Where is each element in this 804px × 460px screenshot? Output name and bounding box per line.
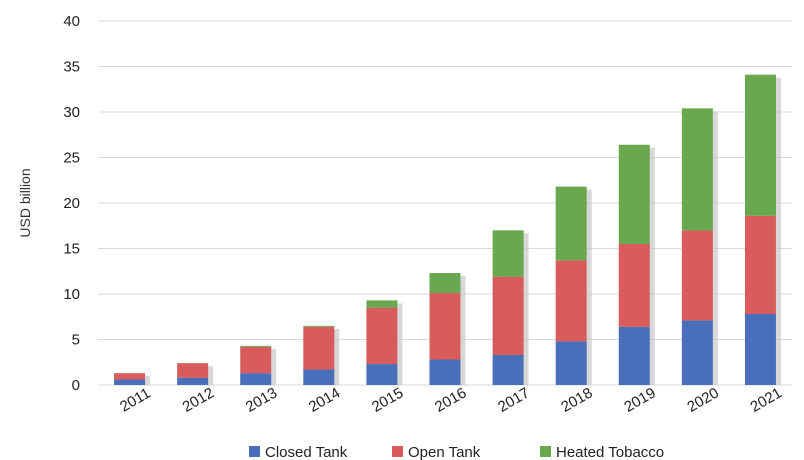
bar-heated-tobacco-2014 xyxy=(303,325,335,327)
x-tick-label: 2013 xyxy=(243,384,280,415)
x-axis-ticks: 2011 2012 2013 2014 2015 2016 2017 2018 2019 2020… xyxy=(117,384,785,415)
bar-closed-tank-2016 xyxy=(429,359,461,385)
x-tick-label: 2018 xyxy=(558,384,595,415)
gridlines xyxy=(98,20,792,386)
bar-closed-tank-2018 xyxy=(555,341,587,385)
bar-open-tank-2014 xyxy=(303,326,335,370)
bar-closed-tank-2021 xyxy=(744,314,776,385)
bar-open-tank-2017 xyxy=(492,276,524,355)
bar-closed-tank-2019 xyxy=(618,326,650,385)
x-tick-label: 2014 xyxy=(306,384,343,415)
legend-swatch-closed-tank xyxy=(249,446,260,457)
bar-closed-tank-2011 xyxy=(114,379,146,385)
bar-closed-tank-2017 xyxy=(492,354,524,385)
y-axis-ticks: 0 5 10 15 20 25 30 35 40 xyxy=(63,13,80,394)
x-tick-label: 2015 xyxy=(369,384,406,415)
x-tick-label: 2012 xyxy=(180,384,217,415)
legend-swatch-heated-tobacco xyxy=(540,446,551,457)
bar-closed-tank-2012 xyxy=(177,377,209,385)
legend-label: Closed Tank xyxy=(265,444,348,460)
x-tick-label: 2016 xyxy=(432,384,469,415)
x-tick-label: 2017 xyxy=(495,384,532,415)
x-tick-label: 2011 xyxy=(117,385,153,416)
y-tick-label: 5 xyxy=(72,332,80,349)
bar-open-tank-2012 xyxy=(177,363,209,378)
bar-open-tank-2021 xyxy=(744,215,776,315)
x-tick-label: 2021 xyxy=(748,384,785,415)
y-tick-label: 35 xyxy=(63,59,80,76)
y-tick-label: 25 xyxy=(63,150,80,167)
y-tick-label: 40 xyxy=(63,13,80,30)
legend-label: Heated Tobacco xyxy=(556,444,664,460)
y-tick-label: 20 xyxy=(63,195,80,212)
x-tick-label: 2019 xyxy=(621,384,658,415)
bar-heated-tobacco-2015 xyxy=(366,300,398,308)
bar-open-tank-2020 xyxy=(681,230,713,321)
bar-closed-tank-2013 xyxy=(240,373,272,385)
bar-closed-tank-2020 xyxy=(681,320,713,385)
bar-open-tank-2011 xyxy=(114,373,146,380)
legend: Closed Tank Open Tank Heated Tobacco xyxy=(249,444,664,460)
y-tick-label: 30 xyxy=(63,104,80,121)
legend-swatch-open-tank xyxy=(392,446,403,457)
bar-open-tank-2019 xyxy=(618,243,650,327)
legend-label: Open Tank xyxy=(408,444,481,460)
y-axis-title: USD billion xyxy=(17,168,33,237)
bar-open-tank-2015 xyxy=(366,307,398,365)
bar-heated-tobacco-2020 xyxy=(681,108,713,231)
x-tick-label: 2020 xyxy=(684,384,721,415)
bar-closed-tank-2014 xyxy=(303,369,335,385)
y-tick-label: 10 xyxy=(63,286,80,303)
bar-heated-tobacco-2021 xyxy=(744,74,776,216)
bar-open-tank-2013 xyxy=(240,346,272,374)
bar-heated-tobacco-2017 xyxy=(492,230,524,277)
bar-heated-tobacco-2016 xyxy=(429,273,461,294)
y-tick-label: 0 xyxy=(72,377,80,394)
bar-heated-tobacco-2019 xyxy=(618,144,650,244)
bar-heated-tobacco-2018 xyxy=(555,186,587,261)
y-tick-label: 15 xyxy=(63,241,80,258)
bar-heated-tobacco-2013 xyxy=(240,345,272,347)
bars xyxy=(114,74,781,386)
bar-open-tank-2016 xyxy=(429,293,461,360)
bar-closed-tank-2015 xyxy=(366,364,398,385)
bar-open-tank-2018 xyxy=(555,260,587,342)
